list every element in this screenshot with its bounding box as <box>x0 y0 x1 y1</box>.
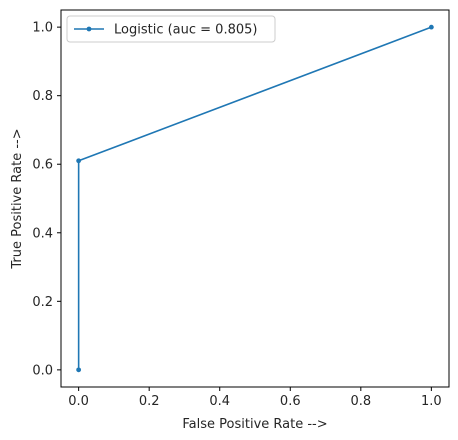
plot-area <box>60 9 450 388</box>
x-axis: 0.0 0.2 0.4 0.6 0.8 1.0 <box>68 387 442 409</box>
x-tick-label: 0.8 <box>350 394 371 409</box>
x-tick-label: 0.2 <box>139 394 160 409</box>
y-tick-label: 0.8 <box>32 89 53 104</box>
data-point <box>428 24 434 30</box>
legend-entry-logistic: Logistic (auc = 0.805) <box>114 23 257 38</box>
x-tick-label: 0.0 <box>68 394 89 409</box>
x-tick-label: 0.4 <box>209 394 230 409</box>
legend: Logistic (auc = 0.805) <box>66 15 276 43</box>
x-tick-label: 0.6 <box>280 394 301 409</box>
y-tick-label: 0.6 <box>32 158 53 173</box>
data-point <box>76 367 82 373</box>
y-axis: 0.0 0.2 0.4 0.6 0.8 1.0 <box>32 21 61 378</box>
x-axis-label: False Positive Rate --> <box>182 417 327 432</box>
legend-marker-swatch <box>86 26 92 32</box>
y-tick-label: 0.2 <box>32 295 53 310</box>
y-tick-label: 0.4 <box>32 226 53 241</box>
legend-box <box>66 15 276 43</box>
axes-border <box>60 9 450 388</box>
x-tick-label: 1.0 <box>421 394 442 409</box>
y-tick-label: 1.0 <box>32 21 53 36</box>
data-point <box>76 158 82 164</box>
series-layer <box>76 24 434 373</box>
y-tick-label: 0.0 <box>32 363 53 378</box>
y-axis-label: True Positive Rate --> <box>10 128 25 269</box>
